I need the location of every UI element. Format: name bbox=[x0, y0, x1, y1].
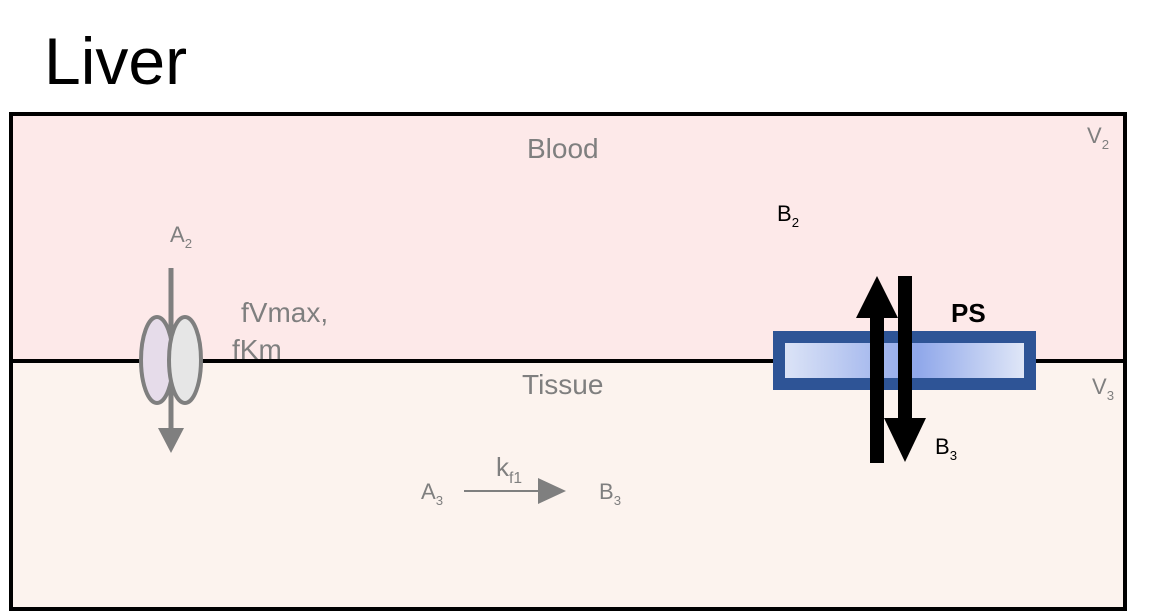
blood-label: Blood bbox=[527, 133, 599, 164]
tissue-label: Tissue bbox=[522, 369, 604, 400]
species-b3-tissue-label: B3 bbox=[599, 479, 622, 508]
tissue-volume-label: V3 bbox=[1092, 374, 1115, 403]
blood-tissue-boundary bbox=[13, 359, 1123, 363]
blood-compartment bbox=[13, 116, 1123, 360]
species-a2-label: A2 bbox=[170, 222, 193, 251]
ps-label: PS bbox=[951, 298, 986, 328]
liver-compartment-box bbox=[9, 112, 1127, 611]
tissue-compartment bbox=[13, 360, 1123, 607]
bidirectional-flux-arrows-icon bbox=[856, 276, 926, 463]
metabolism-arrow-icon bbox=[464, 478, 566, 504]
species-b3-diffusion-label: B3 bbox=[935, 434, 958, 463]
transporter-vmax-label: fVmax, bbox=[241, 297, 329, 328]
page-title: Liver bbox=[44, 24, 188, 98]
blood-volume-label: V2 bbox=[1087, 123, 1110, 152]
transporter-km-label: fKm bbox=[232, 334, 282, 365]
kf1-rate-label: kf1 bbox=[496, 452, 523, 488]
species-b2-label: B2 bbox=[777, 201, 800, 230]
species-a3-label: A3 bbox=[421, 479, 444, 508]
active-transporter-icon bbox=[139, 268, 203, 453]
